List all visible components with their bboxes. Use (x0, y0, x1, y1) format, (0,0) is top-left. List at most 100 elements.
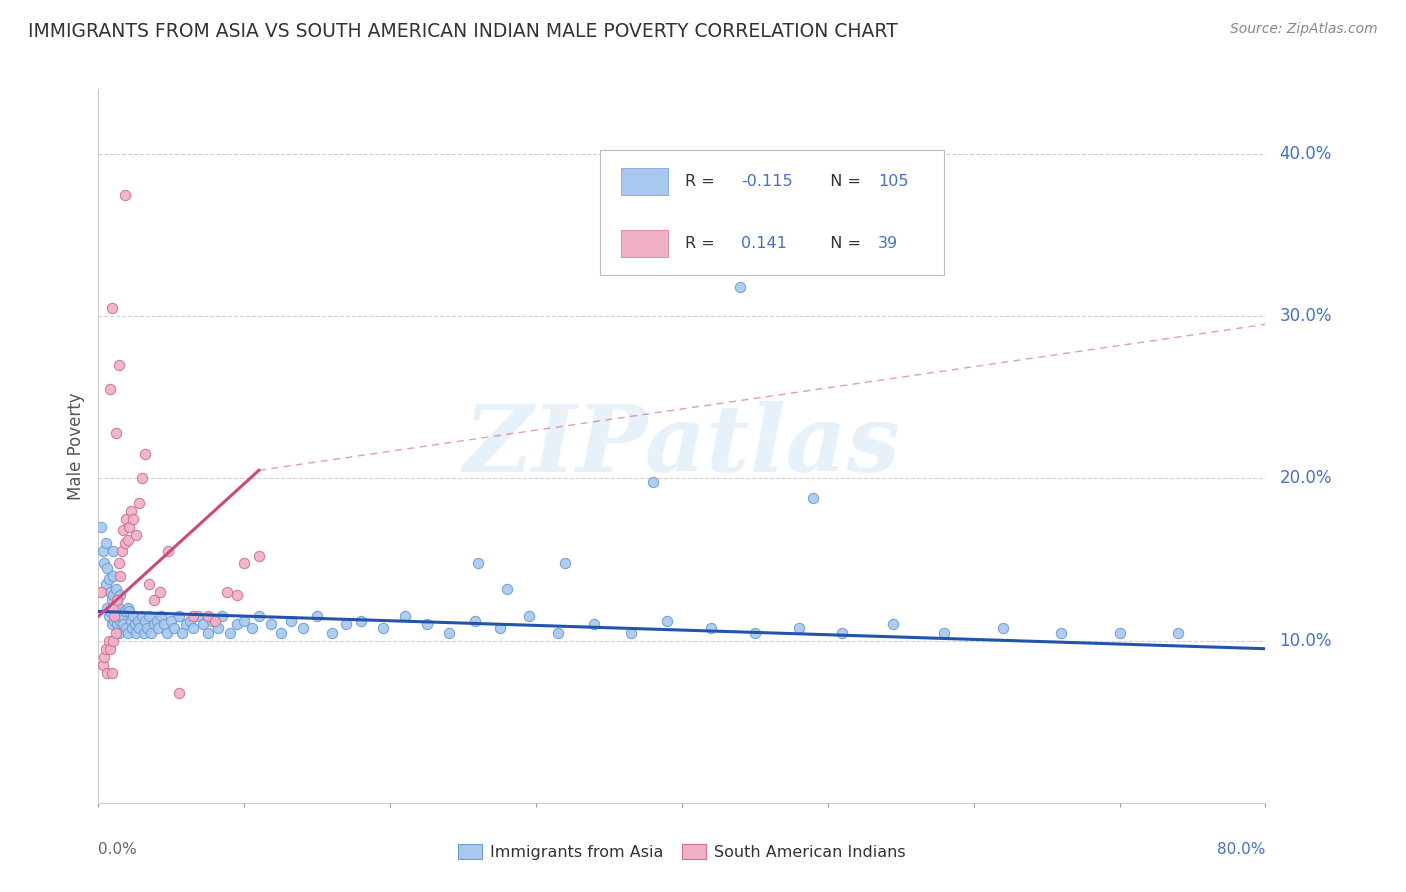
Point (139, 625, 162, 640)
Point (657, 614, 679, 628)
Point (134, 447, 156, 461)
Point (495, 582, 517, 596)
Point (280, 614, 302, 628)
Point (100, 617, 122, 632)
Point (1167, 625, 1189, 640)
Point (142, 593, 165, 607)
Point (179, 614, 201, 628)
Point (93, 556, 115, 570)
Text: 105: 105 (877, 174, 908, 189)
Point (94, 641, 117, 656)
Point (96, 601, 118, 615)
Point (174, 617, 197, 632)
Point (104, 582, 127, 596)
Point (240, 621, 263, 635)
Text: IMMIGRANTS FROM ASIA VS SOUTH AMERICAN INDIAN MALE POVERTY CORRELATION CHART: IMMIGRANTS FROM ASIA VS SOUTH AMERICAN I… (28, 22, 898, 41)
Point (156, 625, 179, 640)
Point (100, 593, 122, 607)
Point (97, 609, 120, 624)
Point (114, 187, 136, 202)
Point (117, 533, 139, 547)
Text: 20.0%: 20.0% (1279, 469, 1331, 487)
Point (148, 621, 170, 635)
Point (90, 520, 112, 534)
Point (91, 657, 114, 672)
Point (121, 621, 143, 635)
Point (110, 568, 132, 582)
Point (91, 544, 114, 558)
Point (124, 617, 146, 632)
Point (122, 512, 145, 526)
Point (142, 617, 165, 632)
Point (193, 617, 215, 632)
Point (1050, 625, 1073, 640)
Point (120, 614, 142, 628)
Point (991, 621, 1014, 635)
Text: ZIPatlas: ZIPatlas (464, 401, 900, 491)
Point (125, 625, 148, 640)
Point (93, 649, 115, 664)
Point (110, 614, 132, 628)
Point (125, 528, 148, 542)
Text: R =: R = (685, 174, 720, 189)
Point (108, 556, 131, 570)
Point (104, 425, 127, 440)
Point (101, 544, 124, 558)
Point (371, 621, 394, 635)
Point (122, 609, 145, 624)
Point (437, 625, 460, 640)
Legend: Immigrants from Asia, South American Indians: Immigrants from Asia, South American Ind… (451, 838, 912, 866)
Point (201, 614, 224, 628)
Point (103, 601, 125, 615)
Point (120, 504, 142, 518)
Point (131, 609, 153, 624)
Point (233, 556, 256, 570)
Point (335, 617, 357, 632)
Point (135, 621, 157, 635)
FancyBboxPatch shape (600, 150, 945, 275)
Point (105, 593, 128, 607)
Text: 0.0%: 0.0% (98, 842, 138, 857)
Point (882, 617, 904, 632)
Point (131, 471, 153, 485)
Point (215, 585, 238, 599)
Point (307, 609, 329, 624)
Point (641, 475, 664, 489)
Point (115, 621, 138, 635)
Point (150, 609, 173, 624)
Point (108, 601, 131, 615)
Text: 80.0%: 80.0% (1218, 842, 1265, 857)
Point (97, 572, 120, 586)
Point (117, 625, 139, 640)
Point (94, 577, 117, 591)
Point (97, 633, 120, 648)
Text: N =: N = (820, 174, 866, 189)
Bar (621, 230, 668, 257)
Point (554, 556, 576, 570)
Point (100, 666, 122, 681)
Point (226, 588, 249, 602)
Point (112, 617, 135, 632)
Point (104, 604, 127, 618)
Point (321, 625, 343, 640)
Point (111, 544, 134, 558)
Text: 0.141: 0.141 (741, 235, 787, 251)
Point (467, 556, 489, 570)
Point (787, 621, 810, 635)
Point (464, 614, 486, 628)
Point (728, 280, 751, 294)
Point (134, 614, 156, 628)
Point (1108, 625, 1130, 640)
Point (181, 621, 204, 635)
Point (291, 621, 314, 635)
Point (247, 549, 270, 564)
Point (103, 614, 125, 628)
Point (138, 609, 160, 624)
Point (517, 609, 540, 624)
Point (547, 625, 569, 640)
Point (96, 560, 118, 574)
Point (270, 625, 292, 640)
Point (101, 601, 124, 615)
Point (90, 585, 112, 599)
Point (114, 536, 136, 550)
